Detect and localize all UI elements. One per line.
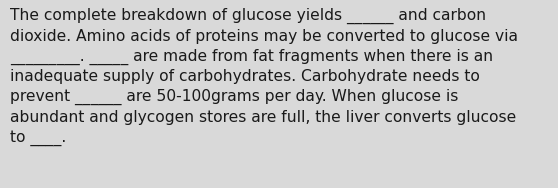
- Text: The complete breakdown of glucose yields ______ and carbon
dioxide. Amino acids : The complete breakdown of glucose yields…: [10, 8, 518, 146]
